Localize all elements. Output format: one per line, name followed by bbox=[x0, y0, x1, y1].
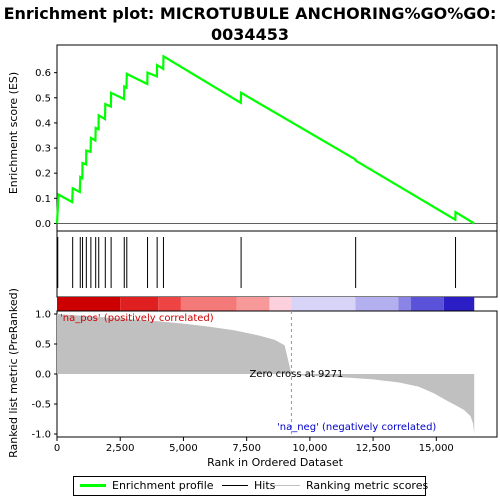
legend: Enrichment profile Hits Ranking metric s… bbox=[73, 476, 428, 496]
metric-y-tick-label: -0.5 bbox=[31, 400, 51, 411]
es-y-tick-label: 0.5 bbox=[35, 93, 51, 104]
x-tick-label: 12,500 bbox=[356, 443, 391, 454]
rank-color-segment bbox=[355, 297, 399, 311]
rank-color-segment bbox=[291, 297, 356, 311]
hits-frame bbox=[56, 230, 498, 298]
es-panel: 0.0 0.1 0.2 0.3 0.4 0.5 0.6 bbox=[35, 44, 498, 232]
x-tick-label: 5,000 bbox=[169, 443, 198, 454]
positive-correlation-label: 'na_pos' (positively correlated) bbox=[60, 313, 214, 324]
legend-swatch-metric bbox=[274, 485, 300, 486]
hits-panel bbox=[56, 230, 498, 311]
ranked-metric-panel: 1.0 0.5 0.0 -0.5 -1.0 'na_pos' (positively co… bbox=[31, 310, 498, 454]
metric-y-axis-label: Ranked list metric (PreRanked) bbox=[7, 288, 20, 458]
x-tick-label: 15,000 bbox=[419, 443, 454, 454]
x-tick-label: 7,500 bbox=[232, 443, 261, 454]
enrichment-profile-line bbox=[55, 54, 475, 225]
rank-color-segment bbox=[120, 297, 159, 311]
rank-color-segment bbox=[398, 297, 412, 311]
x-axis-label: Rank in Ordered Dataset bbox=[207, 456, 344, 469]
es-y-tick-label: 0.2 bbox=[35, 169, 51, 180]
rank-color-segment bbox=[411, 297, 444, 311]
ranking-metric-area bbox=[57, 314, 475, 434]
legend-label-hits: Hits bbox=[254, 479, 276, 492]
zero-cross-label: Zero cross at 9271 bbox=[249, 369, 343, 380]
x-tick-label: 0 bbox=[54, 443, 60, 454]
legend-item-enrichment: Enrichment profile bbox=[80, 479, 214, 492]
metric-y-tick-label: 0.0 bbox=[35, 370, 51, 381]
rank-color-segment bbox=[443, 297, 475, 311]
es-y-tick-label: 0.1 bbox=[35, 194, 51, 205]
negative-correlation-label: 'na_neg' (negatively correlated) bbox=[277, 422, 436, 433]
es-plot-frame bbox=[56, 44, 498, 232]
es-y-tick-label: 0.3 bbox=[35, 144, 51, 155]
legend-item-metric: Ranking metric scores bbox=[274, 479, 428, 492]
legend-label-enrichment: Enrichment profile bbox=[112, 479, 214, 492]
metric-y-tick-label: -1.0 bbox=[31, 430, 51, 441]
rank-color-segment bbox=[57, 297, 121, 311]
chart-title-line2: 0034453 bbox=[211, 25, 289, 44]
es-y-tick-label: 0.4 bbox=[35, 118, 51, 129]
es-y-tick-label: 0.0 bbox=[35, 219, 51, 230]
rank-color-segment bbox=[158, 297, 181, 311]
x-tick-label: 2,500 bbox=[106, 443, 135, 454]
es-y-tick-label: 0.6 bbox=[35, 68, 51, 79]
metric-y-tick-label: 1.0 bbox=[35, 310, 51, 321]
metric-y-tick-label: 0.5 bbox=[35, 340, 51, 351]
rank-color-segment bbox=[269, 297, 292, 311]
legend-swatch-hits bbox=[222, 485, 248, 486]
legend-item-hits: Hits bbox=[222, 479, 275, 492]
legend-label-metric: Ranking metric scores bbox=[306, 479, 429, 492]
legend-swatch-enrichment bbox=[80, 484, 106, 487]
es-y-axis-label: Enrichment score (ES) bbox=[7, 72, 20, 194]
x-tick-label: 10,000 bbox=[292, 443, 327, 454]
chart-title-line1: Enrichment plot: MICROTUBULE ANCHORING%G… bbox=[4, 4, 497, 23]
rank-color-segment bbox=[180, 297, 237, 311]
rank-color-segment bbox=[236, 297, 270, 311]
